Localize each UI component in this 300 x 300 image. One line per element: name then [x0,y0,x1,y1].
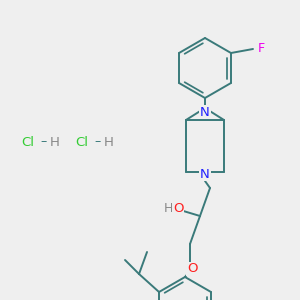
Text: O: O [187,262,197,275]
Text: –: – [95,136,101,148]
Text: O: O [173,202,183,214]
Text: Cl: Cl [22,136,34,148]
Text: –: – [41,136,47,148]
Text: Cl: Cl [76,136,88,148]
Text: H: H [104,136,114,148]
Text: N: N [200,106,210,118]
Text: N: N [200,167,210,181]
Text: H: H [50,136,60,148]
Text: H: H [163,202,173,215]
Text: F: F [257,43,265,56]
